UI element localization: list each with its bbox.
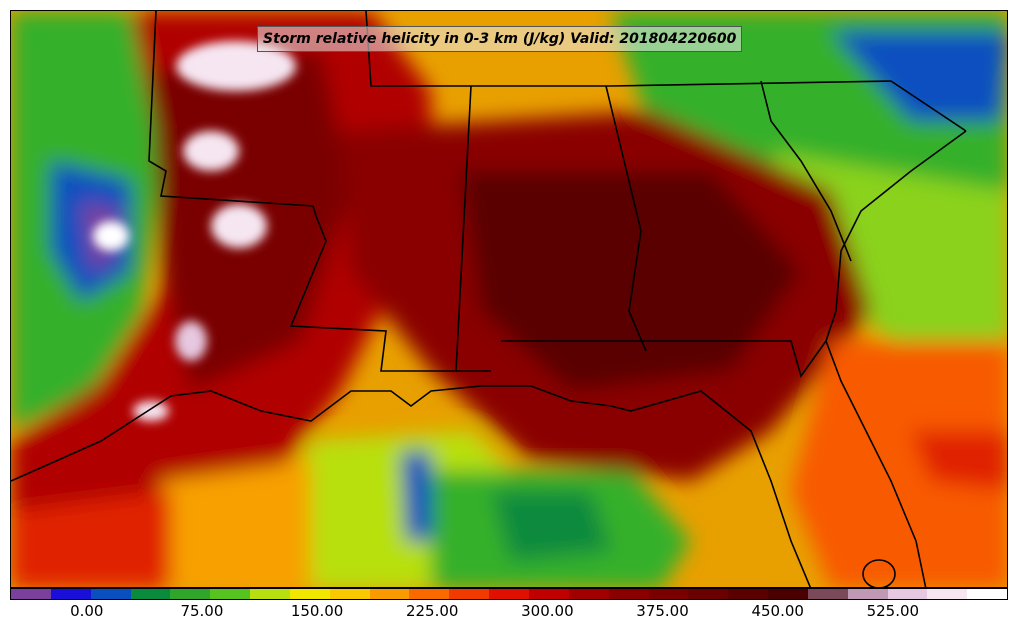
colorbar-segment bbox=[967, 589, 1008, 599]
colorbar-tick-label: 300.00 bbox=[521, 602, 574, 620]
arkansas-louisiana-border bbox=[365, 11, 967, 132]
colorbar-segment bbox=[648, 589, 689, 599]
colorbar-tick-label: 0.00 bbox=[70, 602, 104, 620]
lake-okeechobee bbox=[862, 559, 896, 587]
colorbar-segment bbox=[250, 589, 290, 599]
colorbar-segment bbox=[409, 589, 450, 599]
colorbar-tick-label: 75.00 bbox=[180, 602, 224, 620]
alabama-georgia-border bbox=[605, 85, 647, 352]
colorbar-segment bbox=[130, 589, 171, 599]
colorbar bbox=[10, 588, 1008, 600]
mississippi-alabama-border bbox=[455, 85, 472, 372]
colorbar-segment bbox=[847, 589, 888, 599]
colorbar-tick-label: 225.00 bbox=[405, 602, 459, 620]
atlantic-coast bbox=[825, 130, 967, 342]
colorbar-segment bbox=[807, 589, 848, 599]
colorbar-segment bbox=[568, 589, 609, 599]
colorbar-tick-label: 375.00 bbox=[636, 602, 689, 620]
map-panel: Storm relative helicity in 0-3 km (J/kg)… bbox=[10, 10, 1008, 588]
colorbar-segment bbox=[329, 589, 370, 599]
colorbar-segment bbox=[768, 589, 808, 599]
colorbar-tick-labels: 0.00 75.00 150.00 225.00 300.00 375.00 450.00 5… bbox=[10, 600, 1008, 630]
helicity-map bbox=[11, 11, 1007, 587]
colorbar-segment bbox=[289, 589, 330, 599]
gulf-coast bbox=[11, 385, 812, 587]
florida-atlantic-coast bbox=[825, 340, 927, 587]
map-title: Storm relative helicity in 0-3 km (J/kg)… bbox=[257, 26, 743, 52]
colorbar-segment bbox=[369, 589, 410, 599]
boundary-lines bbox=[11, 11, 967, 587]
colorbar-tick-label: 450.00 bbox=[751, 602, 804, 620]
colorbar-tick-label: 150.00 bbox=[290, 602, 344, 620]
northeast-coast bbox=[760, 80, 852, 262]
colorbar-segment bbox=[887, 589, 928, 599]
colorbar-segment bbox=[489, 589, 529, 599]
colorbar-segment bbox=[927, 589, 968, 599]
high-helicity-patches bbox=[93, 41, 296, 421]
louisiana-state bbox=[289, 215, 491, 372]
colorbar-segment bbox=[210, 589, 251, 599]
colorbar-segment bbox=[728, 589, 769, 599]
colorbar-tick-label: 525.00 bbox=[866, 602, 920, 620]
field-shading bbox=[11, 11, 1007, 587]
florida-georgia-border bbox=[501, 340, 827, 378]
colorbar-segment bbox=[11, 589, 51, 599]
texas-oklahoma-border bbox=[148, 11, 317, 217]
helicity-field bbox=[11, 11, 1007, 587]
colorbar-segment bbox=[608, 589, 649, 599]
colorbar-segment bbox=[688, 589, 729, 599]
colorbar-segment bbox=[170, 589, 211, 599]
colorbar-segment bbox=[90, 589, 131, 599]
colorbar-segment bbox=[449, 589, 490, 599]
colorbar-segment bbox=[50, 589, 91, 599]
colorbar-segment bbox=[528, 589, 569, 599]
